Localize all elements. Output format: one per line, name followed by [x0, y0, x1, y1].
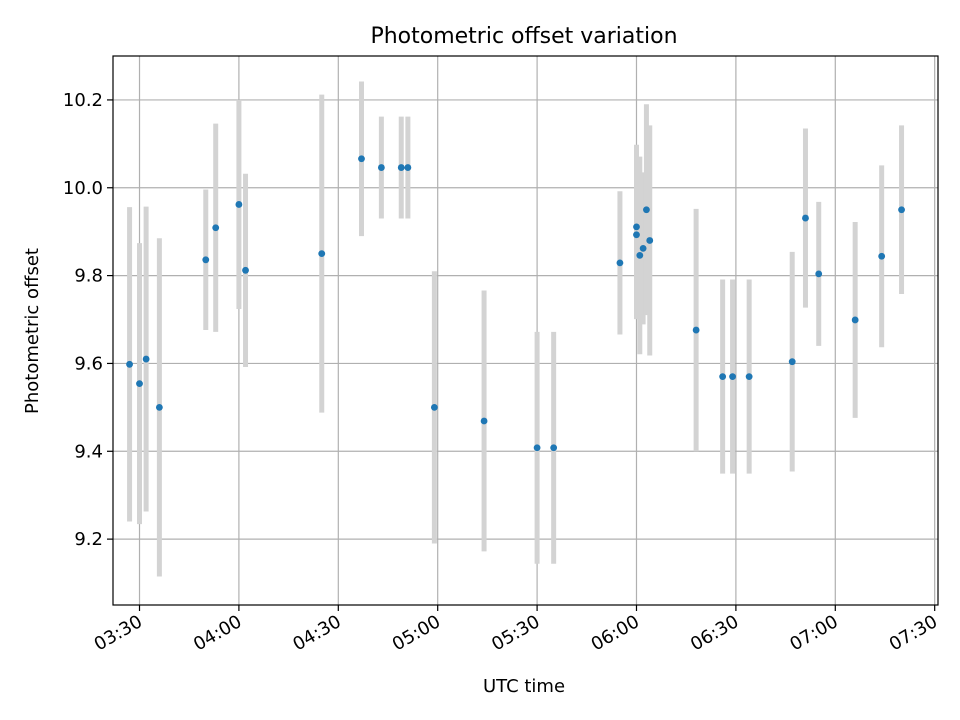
data-point [430, 403, 438, 411]
data-point [397, 164, 405, 171]
y-tick-label: 9.6 [74, 353, 103, 374]
data-point [533, 444, 541, 452]
y-axis-label: Photometric offset [22, 248, 43, 414]
data-point [646, 237, 654, 244]
data-point [719, 373, 727, 381]
data-point [815, 270, 823, 278]
gridlines [113, 56, 938, 605]
data-point [851, 316, 859, 324]
data-point [242, 266, 249, 274]
data-point [318, 250, 326, 258]
data-point [377, 164, 385, 171]
data-point [155, 403, 163, 411]
data-point [636, 251, 644, 259]
data-point [142, 355, 150, 363]
data-point [692, 326, 700, 334]
data-point [616, 259, 624, 267]
data-point [358, 155, 365, 163]
y-axis-ticks: 9.2 9.4 9.6 9.8 10.0 10.2 [63, 90, 113, 550]
data-point [202, 256, 210, 264]
data-points [126, 155, 905, 452]
data-point [643, 206, 650, 214]
data-point [745, 373, 753, 381]
plot-frame [112, 55, 939, 606]
data-point [898, 206, 905, 214]
data-point [404, 164, 412, 171]
data-point [878, 252, 886, 260]
chart-title: Photometric offset variation [370, 24, 677, 49]
data-point [633, 223, 640, 231]
data-point [126, 360, 133, 368]
data-point [235, 201, 243, 208]
data-point [212, 224, 220, 232]
data-point [136, 380, 143, 388]
data-point [802, 214, 809, 222]
data-point [633, 231, 640, 239]
data-point [639, 244, 647, 252]
y-tick-label: 10.2 [63, 90, 103, 111]
y-tick-label: 9.2 [74, 529, 103, 550]
y-tick-label: 10.0 [63, 178, 103, 199]
y-tick-label: 9.8 [74, 266, 103, 287]
data-point [729, 373, 736, 381]
x-axis-label: UTC time [483, 676, 565, 697]
data-point [480, 417, 488, 425]
y-tick-label: 9.4 [74, 441, 103, 462]
data-point [550, 444, 558, 452]
data-point [788, 358, 796, 366]
